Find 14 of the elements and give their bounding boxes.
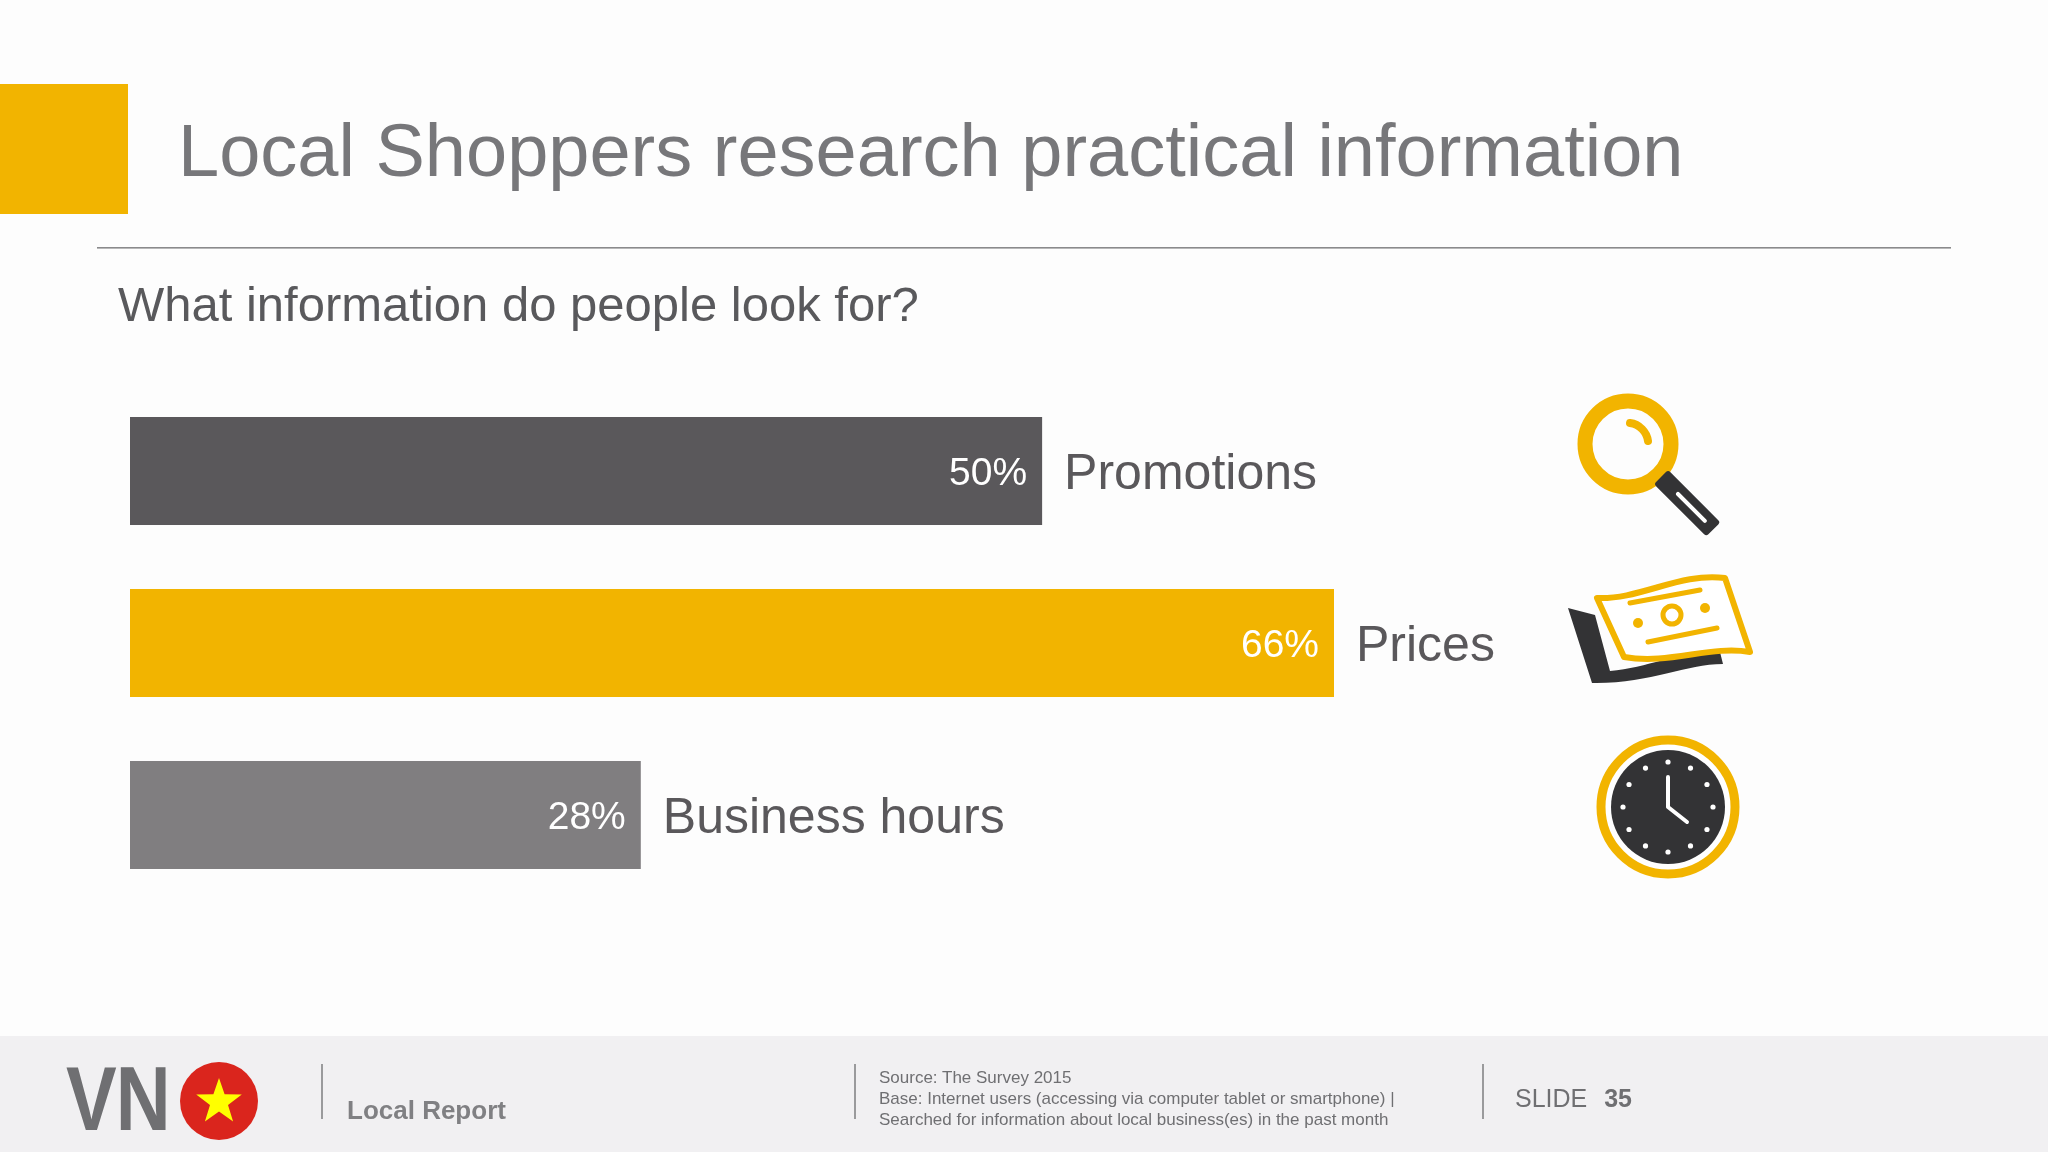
text: Base: Internet users (accessing via computer tablet or smartphone) | <box>879 1089 1395 1108</box>
chart-subtitle: What information do people look for? <box>118 277 919 331</box>
text: Searched for information about local business(es) in the past month <box>879 1110 1389 1129</box>
source-note: Source: The Survey 2015 <box>879 1068 1072 1087</box>
data-label: 66% <box>1240 622 1319 666</box>
text: Local Report <box>347 1095 507 1125</box>
y-tick-label: Business hours <box>662 787 1005 844</box>
y-tick-label: Promotions <box>1064 444 1318 501</box>
y-tick-label: Prices <box>1356 616 1495 672</box>
text: VN <box>66 1047 170 1150</box>
chart-title: Local Shoppers research practical information <box>178 109 1684 192</box>
data-label: 50% <box>949 450 1028 494</box>
data-label: 28% <box>547 794 626 838</box>
text: SLIDE 35 <box>1515 1084 1633 1112</box>
